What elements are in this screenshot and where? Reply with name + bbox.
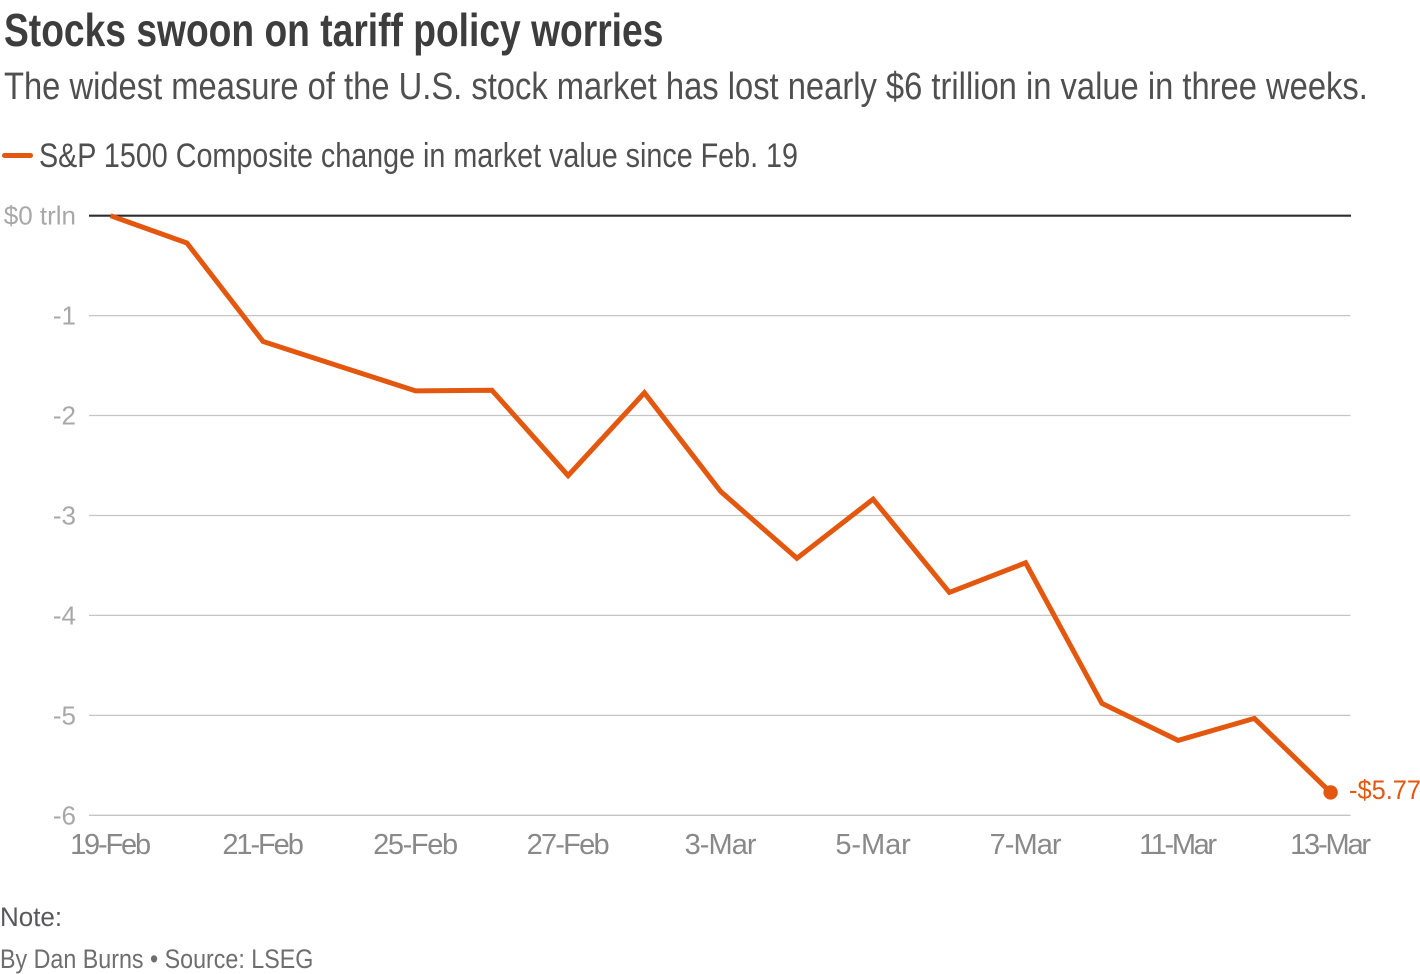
svg-text:25-Feb: 25-Feb	[373, 829, 458, 861]
svg-text:21-Feb: 21-Feb	[222, 829, 304, 861]
svg-text:-$5.77: -$5.77	[1349, 775, 1420, 805]
svg-text:-1: -1	[53, 301, 76, 331]
svg-text:3-Mar: 3-Mar	[685, 829, 757, 861]
svg-text:11-Mar: 11-Mar	[1139, 829, 1217, 861]
svg-text:19-Feb: 19-Feb	[70, 829, 151, 861]
svg-text:27-Feb: 27-Feb	[527, 829, 610, 861]
svg-text:-6: -6	[53, 800, 76, 830]
svg-text:13-Mar: 13-Mar	[1290, 829, 1371, 861]
svg-text:-4: -4	[53, 600, 76, 630]
svg-text:-2: -2	[53, 401, 76, 431]
svg-text:7-Mar: 7-Mar	[990, 829, 1062, 861]
svg-text:-5: -5	[53, 700, 76, 730]
svg-text:5-Mar: 5-Mar	[835, 829, 911, 861]
svg-text:$0 trln: $0 trln	[4, 201, 76, 231]
svg-text:-3: -3	[53, 501, 76, 531]
